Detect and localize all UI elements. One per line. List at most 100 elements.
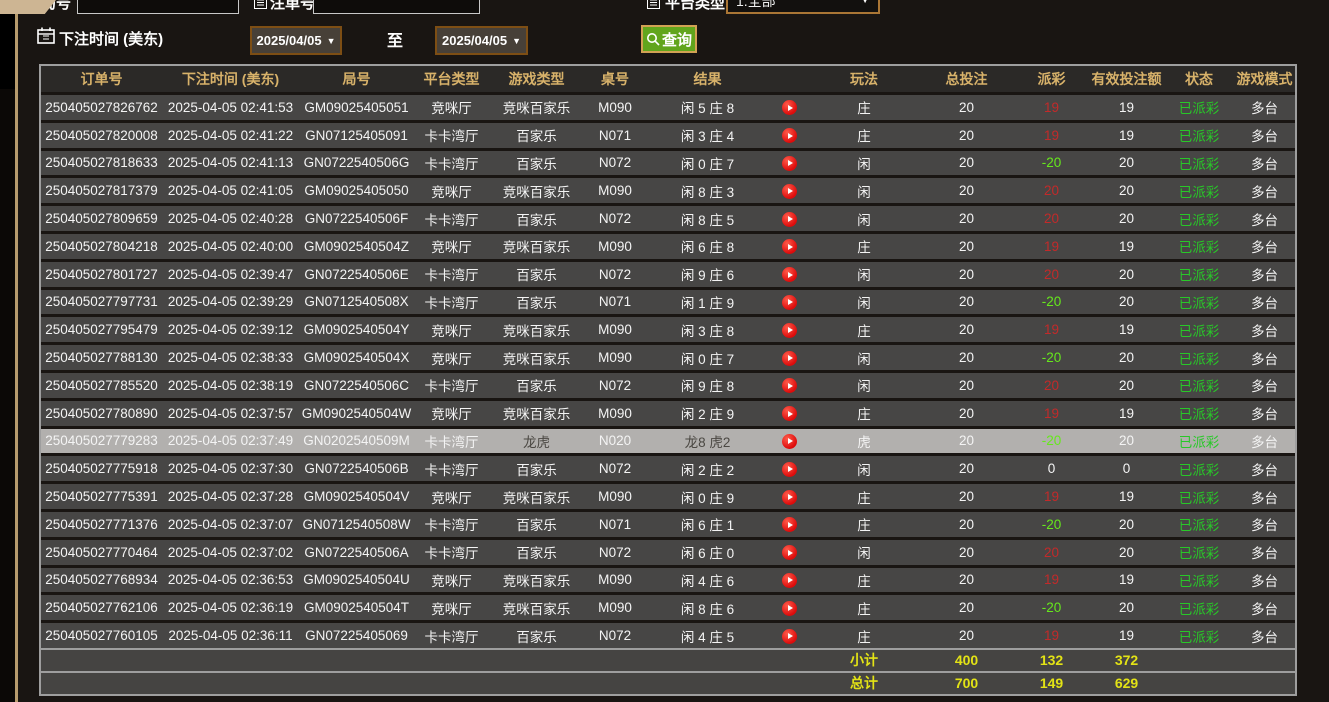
- table-row[interactable]: 250405027779283 2025-04-05 02:37:49 GN0202…: [41, 428, 1295, 454]
- cell-order-number: 250405027771376: [45, 516, 158, 532]
- play-video-icon[interactable]: [781, 322, 797, 338]
- platform-type-value: 1.全部: [736, 0, 776, 9]
- cell-result: 闲 5 庄 8: [680, 101, 735, 117]
- play-video-icon[interactable]: [781, 211, 797, 227]
- cell-payout: 19: [1043, 238, 1060, 254]
- grand-total-row: 总计 700 149 629: [41, 670, 1295, 694]
- cell-total-bet: 20: [958, 350, 975, 366]
- table-row[interactable]: 250405027818633 2025-04-05 02:41:13 GN0722…: [41, 150, 1295, 176]
- round-number-input[interactable]: [77, 0, 239, 14]
- cell-game-mode: 多台: [1251, 295, 1278, 311]
- cell-play-type: 庄: [857, 573, 871, 589]
- play-video-icon[interactable]: [781, 461, 797, 477]
- cell-payout: 20: [1043, 377, 1060, 393]
- play-video-icon[interactable]: [781, 155, 797, 171]
- cell-result: 闲 0 庄 7: [680, 156, 735, 172]
- table-row[interactable]: 250405027785520 2025-04-05 02:38:19 GN0722…: [41, 372, 1295, 398]
- cell-valid-bet: 19: [1118, 405, 1135, 421]
- grand-total-payout: 149: [1039, 675, 1064, 692]
- table-row[interactable]: 250405027788130 2025-04-05 02:38:33 GM0902…: [41, 345, 1295, 370]
- date-to-select[interactable]: 2025/04/05 ▼: [435, 26, 528, 55]
- table-row[interactable]: 250405027801727 2025-04-05 02:39:47 GN0722…: [41, 261, 1295, 287]
- cell-platform-type: 卡卡湾厅: [424, 212, 479, 228]
- play-video-icon[interactable]: [781, 267, 797, 283]
- play-video-icon[interactable]: [781, 433, 797, 449]
- play-video-icon[interactable]: [781, 100, 797, 116]
- cell-game-mode: 多台: [1251, 601, 1278, 617]
- table-row[interactable]: 250405027771376 2025-04-05 02:37:07 GN0712…: [41, 511, 1295, 537]
- cell-game-type: 百家乐: [516, 129, 557, 145]
- cell-payout: 19: [1043, 99, 1060, 115]
- cell-order-number: 250405027762106: [45, 600, 158, 616]
- cell-result: 闲 8 庄 5: [680, 212, 735, 228]
- play-video-icon[interactable]: [781, 378, 797, 394]
- table-row[interactable]: 250405027760105 2025-04-05 02:36:11 GN0722…: [41, 623, 1295, 648]
- cell-valid-bet: 19: [1118, 572, 1135, 588]
- table-row[interactable]: 250405027770464 2025-04-05 02:37:02 GN0722…: [41, 539, 1295, 565]
- cell-order-number: 250405027820008: [45, 127, 158, 143]
- cell-bet-time: 2025-04-05 02:37:30: [167, 461, 294, 477]
- cell-round-number: GM09025405050: [304, 183, 409, 199]
- play-video-icon[interactable]: [781, 600, 797, 616]
- play-video-icon[interactable]: [781, 489, 797, 505]
- cell-valid-bet: 20: [1118, 266, 1135, 282]
- play-video-icon[interactable]: [781, 545, 797, 561]
- cell-total-bet: 20: [958, 294, 975, 310]
- cell-result: 闲 1 庄 9: [680, 295, 735, 311]
- cell-result: 闲 6 庄 8: [680, 240, 735, 256]
- play-video-icon[interactable]: [781, 517, 797, 533]
- cell-table-number: M090: [598, 600, 632, 616]
- cell-total-bet: 20: [958, 433, 975, 449]
- cell-total-bet: 20: [958, 266, 975, 282]
- cell-game-mode: 多台: [1251, 407, 1278, 423]
- cell-game-mode: 多台: [1251, 573, 1278, 589]
- play-video-icon[interactable]: [781, 239, 797, 255]
- table-row[interactable]: 250405027762106 2025-04-05 02:36:19 GM0902…: [41, 595, 1295, 621]
- cell-payout: 19: [1043, 322, 1060, 338]
- cell-play-type: 庄: [857, 490, 871, 506]
- table-row[interactable]: 250405027775918 2025-04-05 02:37:30 GN0722…: [41, 456, 1295, 482]
- play-video-icon[interactable]: [781, 572, 797, 588]
- search-button[interactable]: 查询: [641, 25, 697, 53]
- play-video-icon[interactable]: [781, 628, 797, 644]
- table-row[interactable]: 250405027795479 2025-04-05 02:39:12 GM0902…: [41, 317, 1295, 343]
- cell-table-number: N072: [598, 155, 632, 171]
- play-video-icon[interactable]: [781, 350, 797, 366]
- cell-order-number: 250405027775918: [45, 461, 158, 477]
- cell-play-type: 庄: [857, 129, 871, 145]
- cell-round-number: GN0202540509M: [303, 433, 410, 449]
- play-video-icon[interactable]: [781, 294, 797, 310]
- table-row[interactable]: 250405027804218 2025-04-05 02:40:00 GM0902…: [41, 233, 1295, 259]
- cell-table-number: N071: [598, 294, 632, 310]
- cell-game-type: 竞咪百家乐: [502, 351, 571, 367]
- cell-bet-time: 2025-04-05 02:41:05: [167, 183, 294, 199]
- cell-order-number: 250405027795479: [45, 322, 158, 338]
- table-row[interactable]: 250405027775391 2025-04-05 02:37:28 GM0902…: [41, 484, 1295, 509]
- cell-payout: 19: [1043, 405, 1060, 421]
- bet-number-input[interactable]: [313, 0, 480, 14]
- table-row[interactable]: 250405027817379 2025-04-05 02:41:05 GM0902…: [41, 178, 1295, 204]
- cell-platform-type: 竞咪厅: [431, 184, 472, 200]
- table-row[interactable]: 250405027797731 2025-04-05 02:39:29 GN0712…: [41, 289, 1295, 315]
- subtotal-total-bet: 400: [954, 652, 979, 669]
- cell-valid-bet: 0: [1122, 461, 1131, 477]
- header-status: 状态: [1185, 71, 1213, 87]
- table-row[interactable]: 250405027826762 2025-04-05 02:41:53 GM0902…: [41, 95, 1295, 120]
- table-row[interactable]: 250405027780890 2025-04-05 02:37:57 GM0902…: [41, 400, 1295, 426]
- cell-platform-type: 卡卡湾厅: [424, 462, 479, 478]
- play-video-icon[interactable]: [781, 128, 797, 144]
- cell-game-mode: 多台: [1251, 323, 1278, 339]
- play-video-icon[interactable]: [781, 406, 797, 422]
- cell-table-number: N072: [598, 211, 632, 227]
- cell-game-mode: 多台: [1251, 490, 1278, 506]
- table-row[interactable]: 250405027820008 2025-04-05 02:41:22 GN0712…: [41, 122, 1295, 148]
- date-from-select[interactable]: 2025/04/05 ▼: [250, 26, 342, 55]
- cell-table-number: N072: [598, 377, 632, 393]
- platform-type-select[interactable]: 1.全部 ▼: [726, 0, 880, 14]
- play-video-icon[interactable]: [781, 183, 797, 199]
- table-row[interactable]: 250405027768934 2025-04-05 02:36:53 GM0902…: [41, 567, 1295, 593]
- cell-play-type: 庄: [857, 323, 871, 339]
- cell-replay: [769, 183, 809, 199]
- cell-bet-time: 2025-04-05 02:36:11: [168, 628, 293, 644]
- table-row[interactable]: 250405027809659 2025-04-05 02:40:28 GN0722…: [41, 206, 1295, 231]
